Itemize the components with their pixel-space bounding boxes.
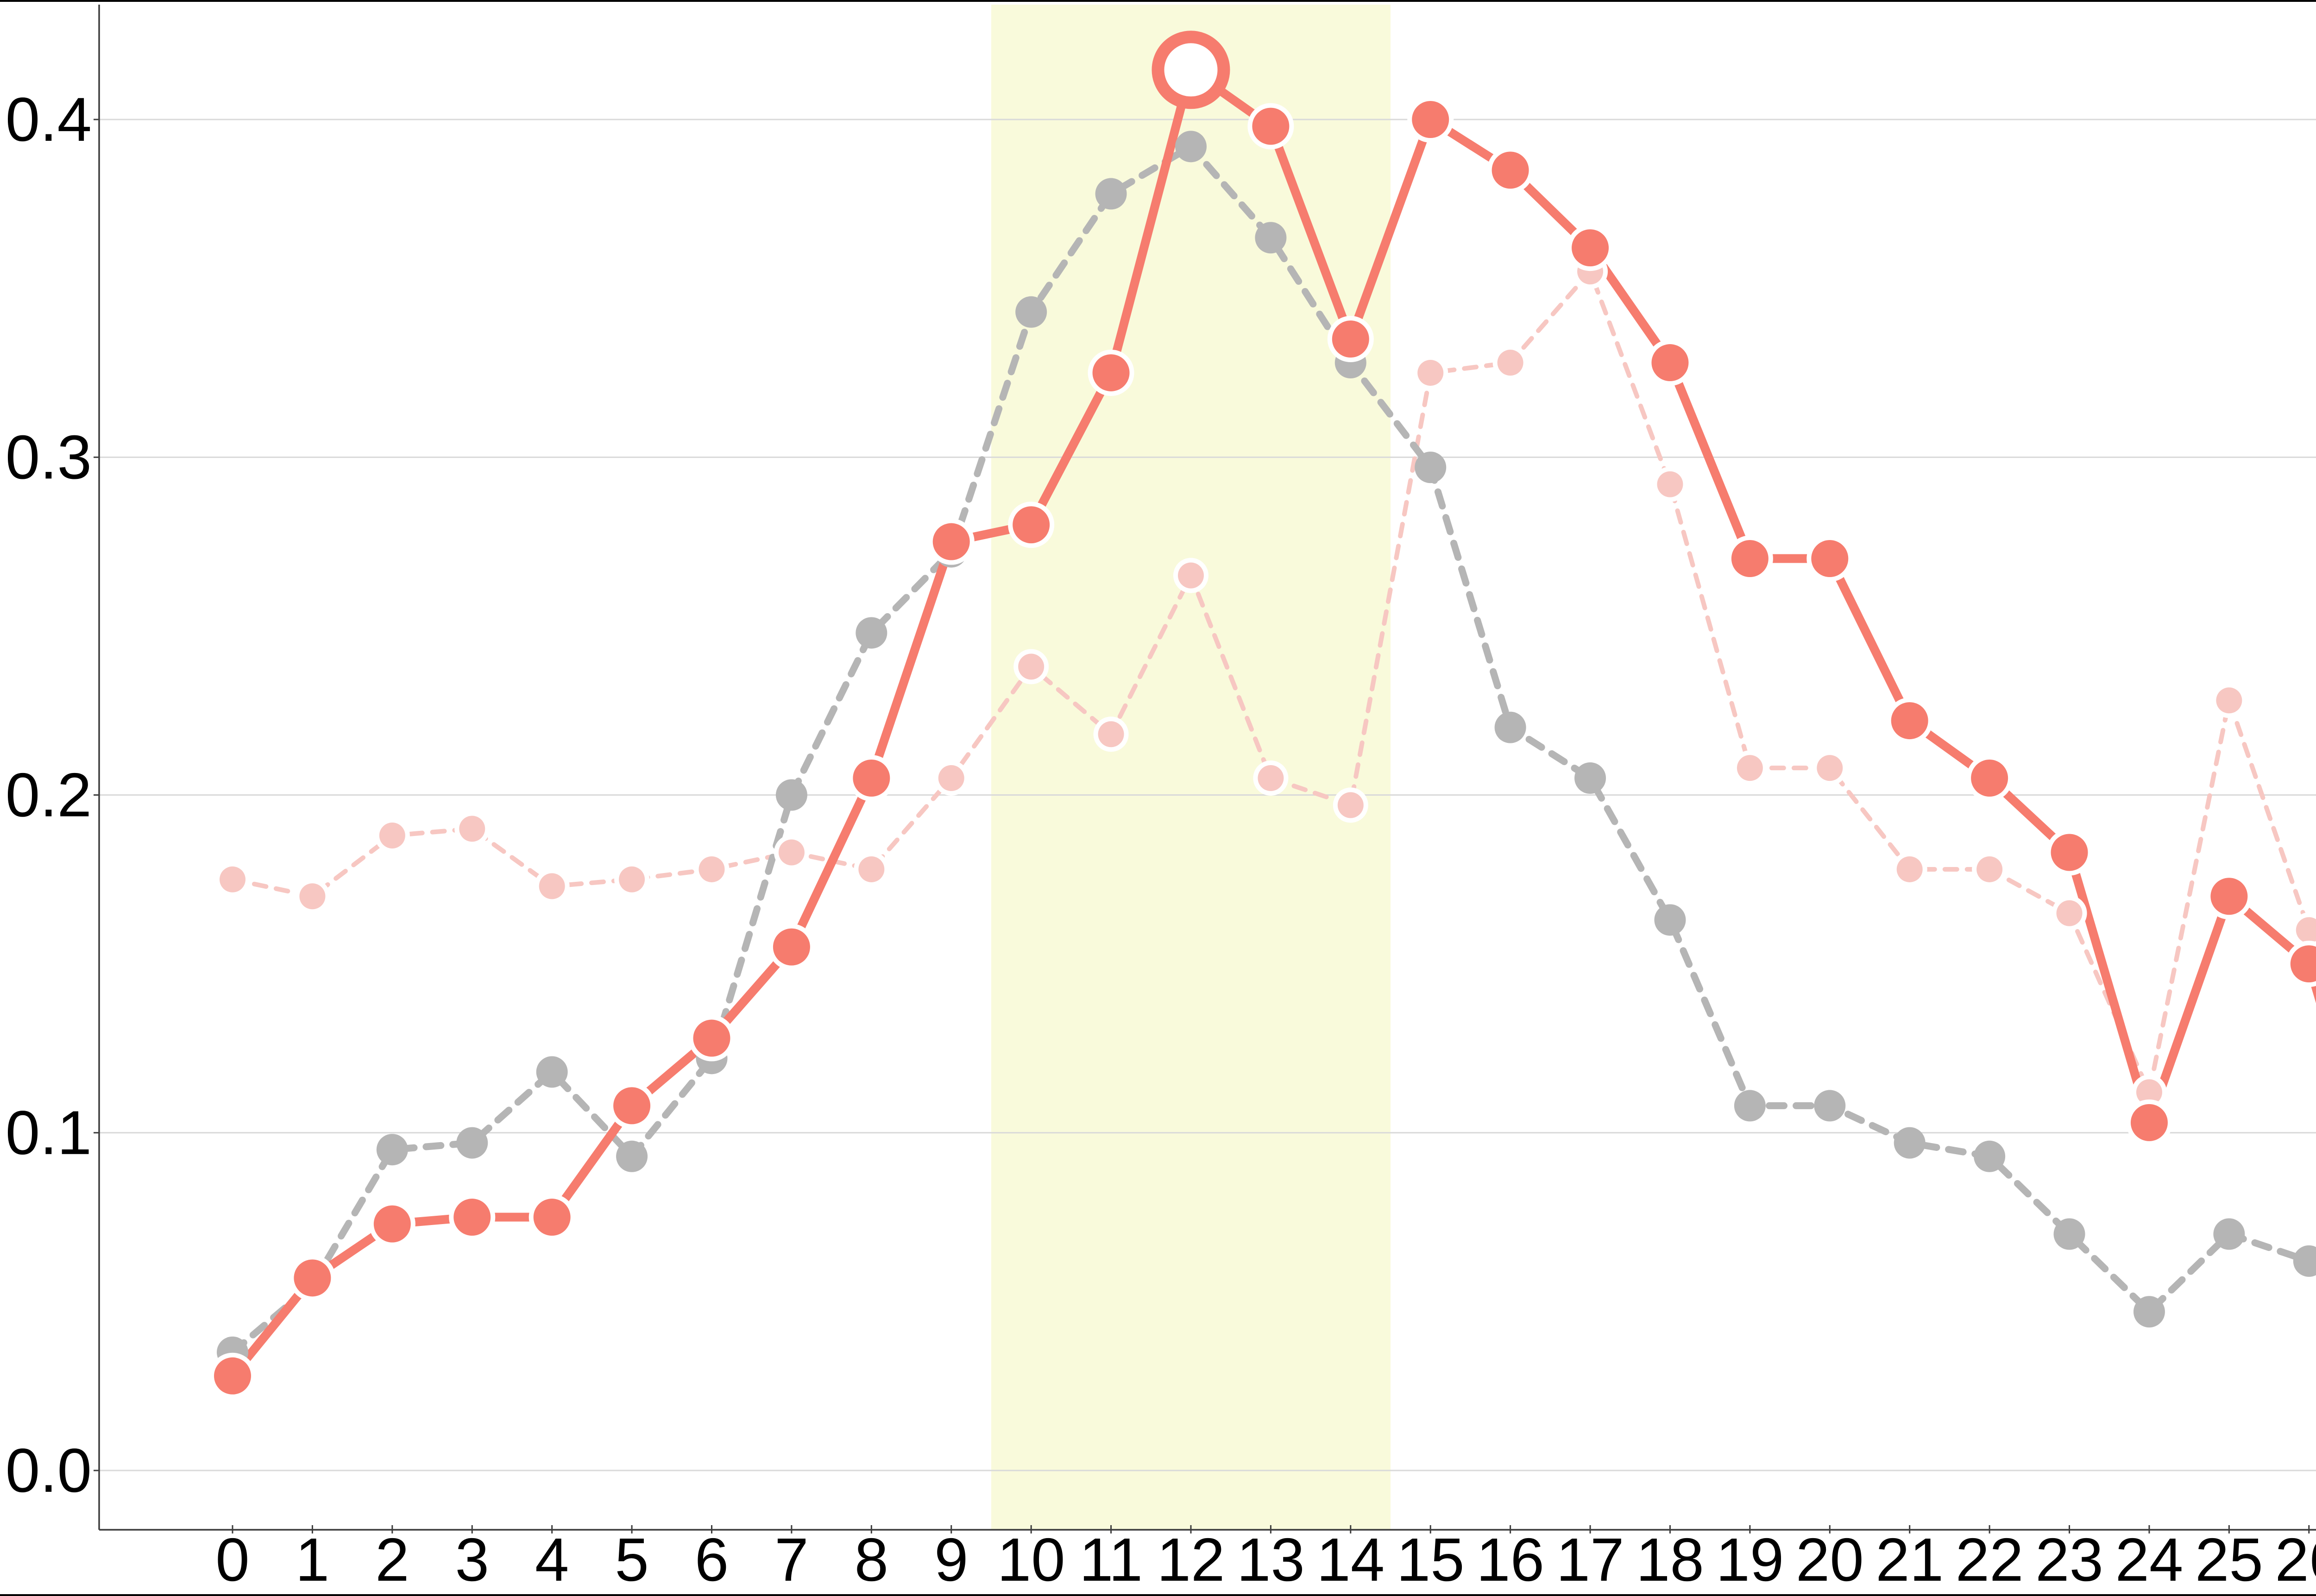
svg-text:5: 5 <box>615 1526 648 1594</box>
svg-text:0: 0 <box>215 1526 249 1594</box>
svg-text:16: 16 <box>1476 1526 1544 1594</box>
svg-text:0.1: 0.1 <box>6 1099 92 1168</box>
svg-text:26: 26 <box>2275 1526 2316 1594</box>
svg-text:17: 17 <box>1556 1526 1624 1594</box>
svg-text:0.3: 0.3 <box>6 423 92 492</box>
svg-text:4: 4 <box>535 1526 569 1594</box>
svg-text:14: 14 <box>1316 1526 1385 1594</box>
svg-text:12: 12 <box>1157 1526 1225 1594</box>
svg-text:9: 9 <box>934 1526 968 1594</box>
svg-text:25: 25 <box>2195 1526 2263 1594</box>
svg-text:24: 24 <box>2115 1526 2184 1594</box>
svg-text:3: 3 <box>455 1526 489 1594</box>
svg-text:18: 18 <box>1636 1526 1704 1594</box>
svg-text:1: 1 <box>296 1526 329 1594</box>
svg-text:21: 21 <box>1875 1526 1944 1594</box>
svg-text:13: 13 <box>1237 1526 1305 1594</box>
svg-text:10: 10 <box>997 1526 1065 1594</box>
svg-text:7: 7 <box>774 1526 808 1594</box>
svg-text:15: 15 <box>1397 1526 1465 1594</box>
svg-text:0.4: 0.4 <box>6 85 92 154</box>
svg-text:22: 22 <box>1956 1526 2024 1594</box>
svg-text:23: 23 <box>2035 1526 2103 1594</box>
svg-text:11: 11 <box>1079 1526 1143 1594</box>
svg-text:0.0: 0.0 <box>6 1436 92 1505</box>
svg-text:6: 6 <box>695 1526 729 1594</box>
svg-text:8: 8 <box>855 1526 888 1594</box>
svg-text:2: 2 <box>375 1526 409 1594</box>
svg-text:20: 20 <box>1796 1526 1864 1594</box>
svg-text:0.2: 0.2 <box>6 761 92 830</box>
svg-text:19: 19 <box>1716 1526 1784 1594</box>
